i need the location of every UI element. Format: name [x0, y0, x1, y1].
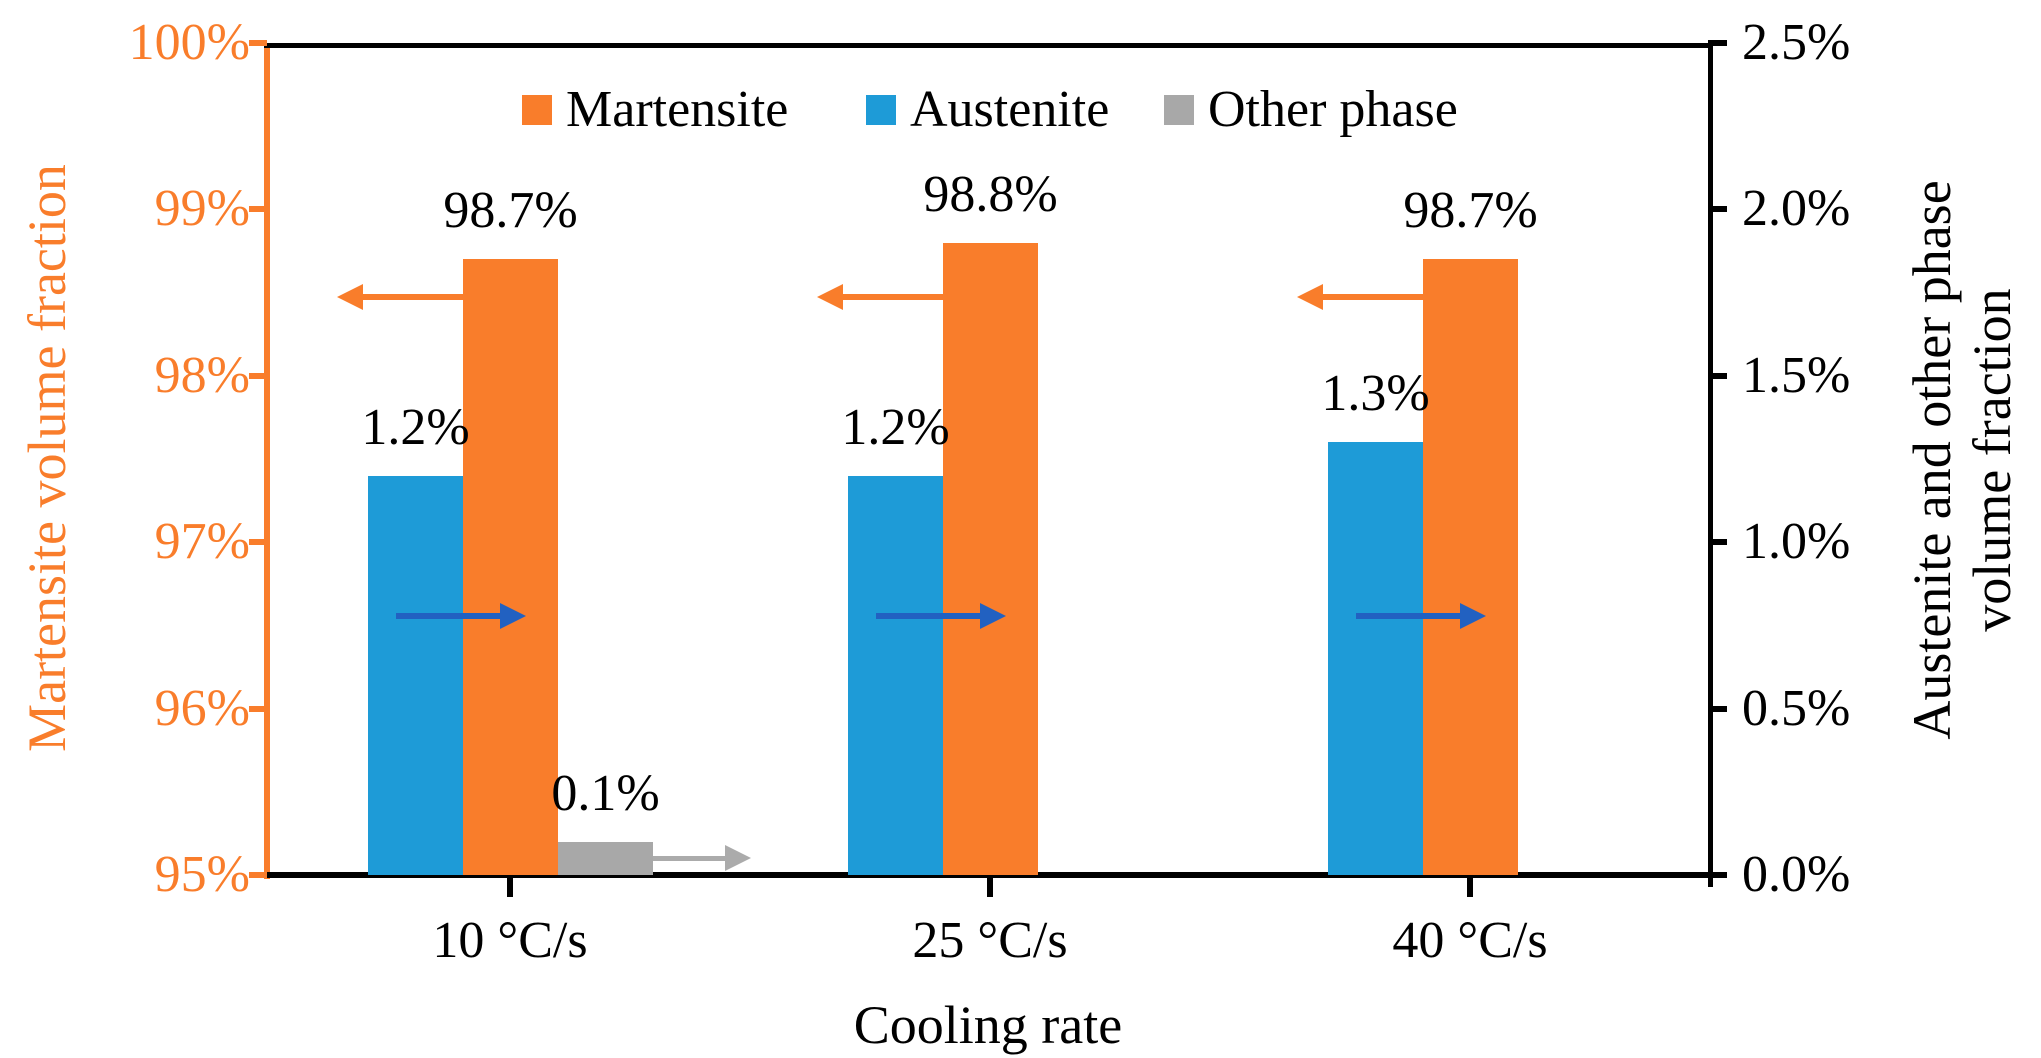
right-axis-tick [1708, 206, 1727, 213]
right-axis-title-line2: volume fraction [1962, 288, 2022, 632]
arrow-line [875, 613, 980, 619]
left-axis-line [264, 43, 270, 879]
bar-label: 98.7% [443, 182, 578, 240]
legend-label: Austenite [910, 81, 1110, 138]
right-axis-tick-label: 1.0% [1742, 513, 1851, 571]
bar-martensite [943, 242, 1038, 875]
bar-label: 1.2% [841, 398, 950, 456]
austenite-swatch-icon [866, 95, 896, 125]
x-axis-tick [987, 875, 993, 897]
left-axis-tick [249, 40, 267, 46]
x-axis-tick-label: 25 °C/s [912, 912, 1068, 969]
arrow-head-right-icon [725, 845, 751, 871]
arrow-line [653, 855, 725, 861]
right-axis-tick-label: 2.5% [1742, 14, 1851, 71]
bar-other-phase [558, 841, 653, 875]
arrow-head-left-icon [817, 284, 843, 310]
right-axis-title-line1: Austenite and other phase [1902, 180, 1962, 740]
left-axis-tick-label: 99% [154, 180, 250, 238]
arrow-head-right-icon [1459, 603, 1486, 629]
arrow-head-right-icon [499, 603, 526, 629]
bar-martensite [1423, 259, 1518, 875]
left-axis-tick [249, 705, 267, 712]
other-phase-swatch-icon [1164, 95, 1194, 125]
left-axis-tick-label: 95% [154, 846, 250, 903]
right-axis-tick [1708, 372, 1727, 379]
x-axis-tick-label: 40 °C/s [1392, 912, 1548, 969]
arrow-line [363, 294, 463, 300]
top-axis-line [264, 43, 1713, 48]
left-axis-title: Martensite volume fraction [17, 164, 77, 752]
x-axis-tick-label: 10 °C/s [432, 912, 588, 969]
legend-item: Austenite [866, 84, 1109, 136]
right-axis-tick-label: 0.5% [1742, 679, 1851, 737]
bar-martensite [463, 259, 558, 875]
bar-label: 1.2% [361, 398, 470, 456]
bar-austenite [848, 475, 943, 875]
bar-label: 98.7% [1403, 182, 1538, 240]
arrow-line [395, 613, 500, 619]
left-axis-tick-label: 97% [154, 513, 250, 571]
left-axis-tick-label: 96% [154, 679, 250, 737]
right-axis-tick [1708, 705, 1727, 712]
bar-austenite [1328, 442, 1423, 875]
bar-austenite [368, 475, 463, 875]
legend-label: Martensite [566, 81, 789, 138]
left-axis-tick [249, 206, 267, 213]
right-axis-line [1708, 43, 1713, 887]
left-axis-tick [249, 372, 267, 379]
legend-item: Martensite [522, 84, 788, 136]
x-axis-tick [1467, 875, 1473, 897]
bar-label: 1.3% [1321, 365, 1430, 423]
right-axis-title: Austenite and other phase volume fractio… [1902, 180, 2022, 739]
martensite-swatch-icon [522, 95, 552, 125]
left-axis-tick-label: 98% [154, 346, 250, 404]
bar-label: 0.1% [551, 764, 660, 822]
left-axis-tick [249, 539, 267, 546]
right-axis-tick [1708, 40, 1727, 46]
arrow-line [1323, 294, 1423, 300]
right-axis-tick-label: 2.0% [1742, 180, 1851, 238]
right-axis-tick [1708, 872, 1727, 878]
arrow-line [1355, 613, 1460, 619]
right-axis-tick [1708, 539, 1727, 546]
arrow-head-left-icon [1297, 284, 1323, 310]
right-axis-tick-label: 1.5% [1742, 346, 1851, 404]
left-axis-tick [249, 872, 267, 878]
arrow-head-left-icon [337, 284, 363, 310]
right-axis-tick-label: 0.0% [1742, 846, 1851, 903]
x-axis-tick [507, 875, 513, 897]
bottom-axis-line [264, 872, 1725, 878]
bar-label: 98.8% [923, 165, 1058, 223]
arrow-line [843, 294, 943, 300]
arrow-head-right-icon [979, 603, 1006, 629]
legend-label: Other phase [1208, 81, 1458, 138]
x-axis-title: Cooling rate [853, 995, 1123, 1055]
left-axis-tick-label: 100% [128, 14, 250, 71]
legend-item: Other phase [1164, 84, 1458, 136]
